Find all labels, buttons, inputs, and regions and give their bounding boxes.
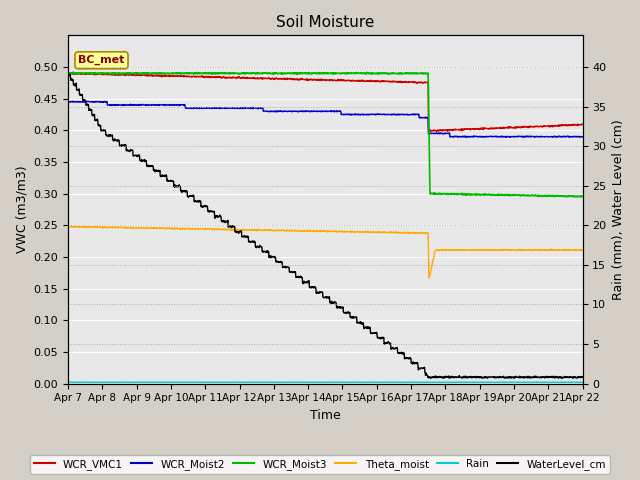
- Legend: WCR_VMC1, WCR_Moist2, WCR_Moist3, Theta_moist, Rain, WaterLevel_cm: WCR_VMC1, WCR_Moist2, WCR_Moist3, Theta_…: [29, 455, 611, 474]
- Y-axis label: VWC (m3/m3): VWC (m3/m3): [15, 166, 28, 253]
- Text: BC_met: BC_met: [78, 55, 125, 65]
- Y-axis label: Rain (mm), Water Level (cm): Rain (mm), Water Level (cm): [612, 119, 625, 300]
- Title: Soil Moisture: Soil Moisture: [276, 15, 374, 30]
- X-axis label: Time: Time: [310, 409, 340, 422]
